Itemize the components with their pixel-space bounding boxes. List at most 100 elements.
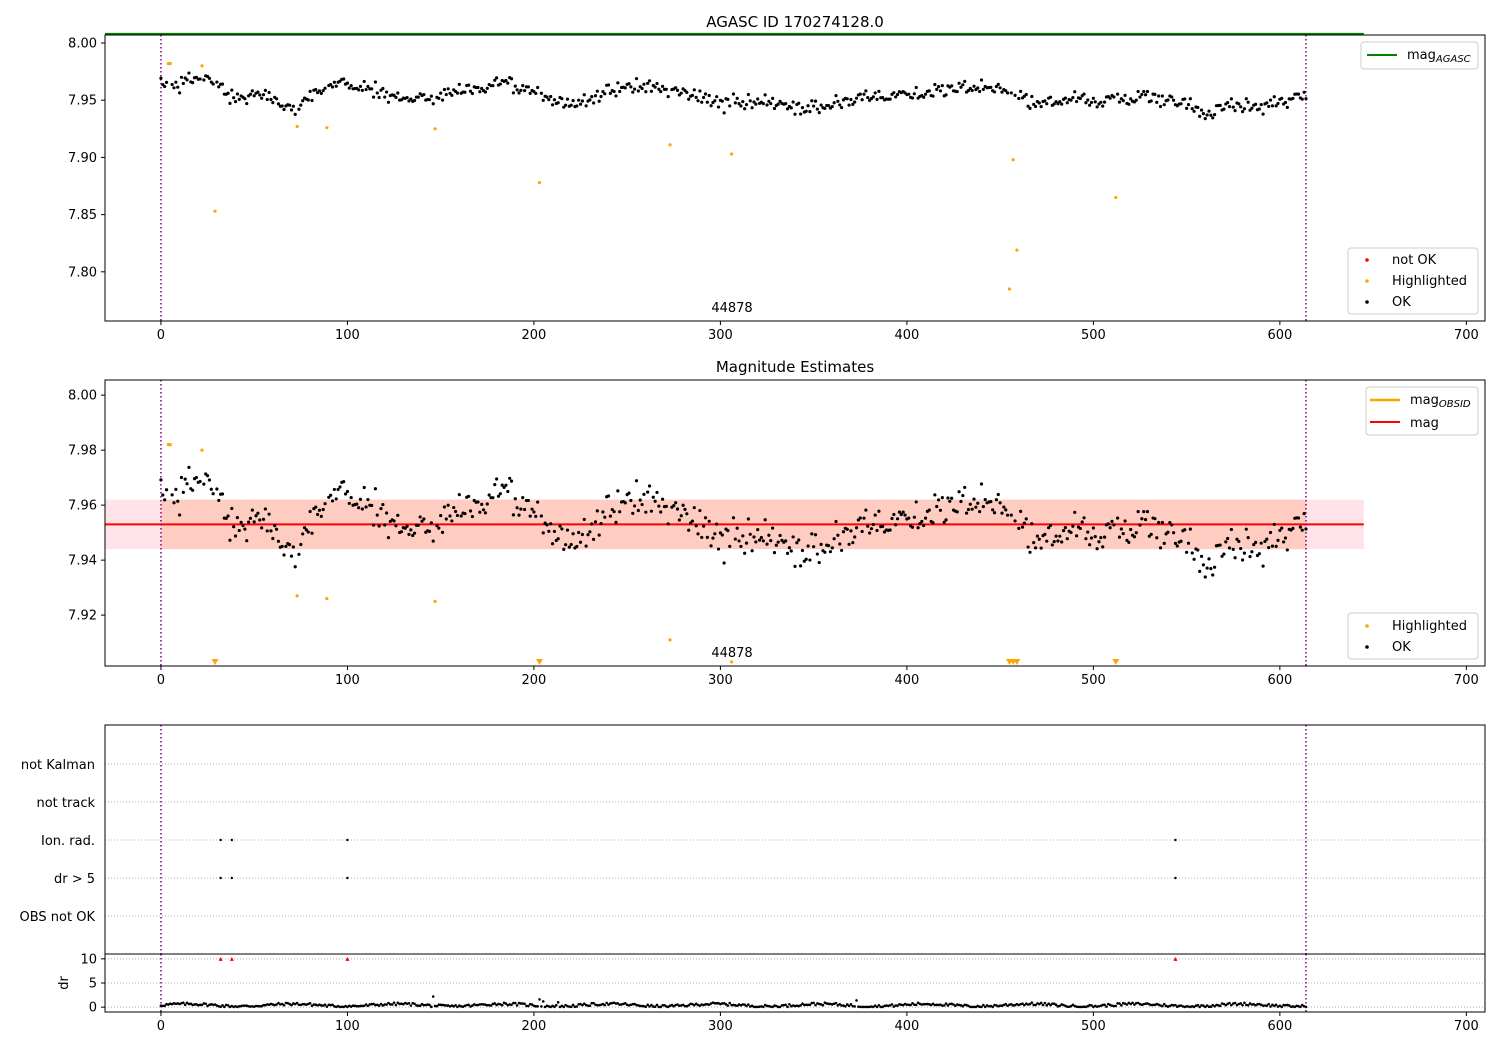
panel2-ok-point bbox=[981, 505, 985, 509]
panel2-ok-point bbox=[603, 515, 607, 519]
panel4-x-ticks: 0 100 200 300 400 500 600 700 bbox=[157, 1012, 1479, 1034]
panel4-dr-point bbox=[439, 1003, 442, 1007]
panel1-ok-point bbox=[291, 104, 295, 108]
panel2-ok-point bbox=[677, 518, 681, 522]
panel4-dr-point bbox=[1071, 1003, 1075, 1007]
panel2-ok-point bbox=[191, 488, 195, 492]
panel1-ok-point bbox=[744, 102, 749, 107]
panel1-ok-point bbox=[271, 101, 275, 105]
panel2-ok-point bbox=[515, 506, 519, 510]
panel2-ok-point bbox=[897, 510, 902, 514]
panel1-ok-point bbox=[263, 88, 267, 92]
panel4-dr-point bbox=[666, 1005, 670, 1009]
panel1-ok-point bbox=[1185, 106, 1189, 110]
panel3-flag-point bbox=[230, 876, 234, 880]
panel2-ok-point bbox=[907, 516, 911, 520]
panel1-ok-point bbox=[569, 103, 573, 107]
panel2-ok-point bbox=[591, 537, 596, 541]
panel4-dr-point bbox=[1213, 1004, 1216, 1008]
panel1-ok-point bbox=[588, 98, 592, 102]
panel2-ok-point bbox=[655, 490, 659, 495]
panel2-ok-point bbox=[638, 498, 642, 502]
panel2-ok-point bbox=[869, 527, 874, 531]
panel2-ok-point bbox=[922, 523, 926, 528]
panel1-legend-points-box bbox=[1347, 247, 1479, 315]
panel1-ok-point bbox=[849, 97, 853, 102]
panel4-xtick-label-500: 500 bbox=[1081, 1019, 1106, 1034]
panel4-dr-point bbox=[687, 1004, 691, 1007]
panel2-ok-point bbox=[450, 519, 454, 523]
panel4-dr-outlier bbox=[1173, 956, 1178, 961]
panel4-dr-point bbox=[527, 1004, 530, 1008]
panel2-ok-point bbox=[1252, 543, 1256, 547]
panel2-ok-point bbox=[403, 526, 407, 530]
panel3-flag-labels: not Kalman not track Ion. rad. dr > 5 OB… bbox=[20, 758, 96, 925]
panel4-dr-point bbox=[183, 1003, 187, 1007]
panel2-plot-area bbox=[105, 380, 1364, 666]
panel2-ok-point bbox=[370, 503, 374, 508]
panel1-ok-point bbox=[215, 80, 219, 84]
panel1-ok-point bbox=[276, 102, 281, 106]
panel4-dr-point bbox=[872, 1005, 875, 1009]
panel4-dr-point bbox=[538, 998, 541, 1001]
panel1-ok-point bbox=[1069, 98, 1073, 102]
panel1-ok-point bbox=[245, 101, 249, 106]
panel1-ok-point bbox=[1296, 92, 1301, 96]
panel4-dr-point bbox=[185, 1001, 189, 1005]
panel1-ok-point bbox=[1302, 90, 1306, 94]
panel4-dr-outlier bbox=[345, 956, 350, 961]
panel1-ok-point bbox=[549, 94, 553, 99]
panel1-ok-point bbox=[534, 91, 538, 96]
panel2-ok-point bbox=[323, 502, 327, 506]
panel2-ok-point bbox=[584, 544, 588, 548]
panel1-ok-point bbox=[235, 92, 240, 96]
panel2-ok-point bbox=[838, 542, 842, 546]
panel4-dr-point bbox=[1211, 1003, 1215, 1007]
panel4-dr-point bbox=[771, 1005, 774, 1009]
panel2-ok-point bbox=[343, 492, 348, 496]
panel1-ok-point bbox=[577, 98, 581, 102]
panel2-ok-point bbox=[444, 517, 448, 521]
panel1-ok-point bbox=[1037, 101, 1041, 105]
panel2-ok-point bbox=[1250, 550, 1254, 554]
panel2-ok-point bbox=[910, 525, 915, 529]
panel1-ok-point bbox=[256, 90, 260, 94]
panel1-ok-point bbox=[634, 77, 639, 81]
panel1-ok-point bbox=[1231, 105, 1235, 109]
panel2-ok-point bbox=[1209, 567, 1213, 571]
panel2-xtick-label-300: 300 bbox=[708, 673, 733, 688]
panel4-dr-point bbox=[747, 1003, 750, 1006]
panel2-ok-point bbox=[220, 492, 225, 496]
panel1-ok-point bbox=[528, 91, 532, 95]
panel2-ok-point bbox=[933, 493, 937, 497]
panel4-dr-point bbox=[456, 1005, 459, 1009]
panel2-ok-point bbox=[394, 524, 398, 528]
panel4-dr-point bbox=[648, 1005, 651, 1008]
panel1-ok-point bbox=[1005, 91, 1010, 95]
panel4-dr-point bbox=[366, 1004, 370, 1008]
panel2-ok-point bbox=[1201, 563, 1206, 567]
panel4-dr-point bbox=[894, 1004, 898, 1007]
panel4-dr-point bbox=[896, 1004, 899, 1007]
panel2-ok-point bbox=[1050, 543, 1054, 547]
panel4-dr-point bbox=[933, 1003, 937, 1007]
panel4-dr-point bbox=[844, 1004, 847, 1008]
panel4-dr-point bbox=[651, 1005, 655, 1008]
panel4-plot-area bbox=[105, 954, 1485, 1012]
panel1-ok-point bbox=[161, 82, 165, 87]
panel2-legend-lines: magOBSID mag bbox=[1365, 386, 1479, 436]
panel1-ok-point bbox=[994, 84, 999, 89]
panel1-legend-points: not OK Highlighted OK bbox=[1347, 247, 1479, 315]
panel1-ok-point bbox=[1291, 96, 1295, 101]
panel2-ok-point bbox=[687, 528, 691, 532]
panel1-ok-point bbox=[989, 85, 993, 89]
legend-not-ok-marker bbox=[1365, 258, 1369, 262]
panel1-ok-point bbox=[1112, 95, 1116, 99]
panel4-dr-point bbox=[944, 1002, 948, 1005]
panel4-dr-point bbox=[864, 1005, 868, 1009]
panel1-ok-point bbox=[1063, 96, 1068, 100]
panel2-ok-point bbox=[364, 505, 368, 509]
panel4-dr-point bbox=[444, 1004, 448, 1007]
panel4-dr-point bbox=[1274, 1003, 1278, 1007]
panel1-ok-point bbox=[612, 89, 616, 94]
